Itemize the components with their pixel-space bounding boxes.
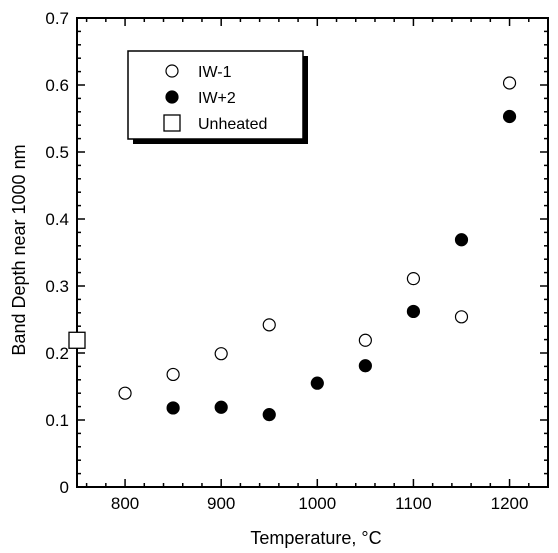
data-point bbox=[214, 347, 228, 361]
x-tick-label: 800 bbox=[111, 494, 139, 513]
y-tick-label: 0.1 bbox=[45, 411, 69, 430]
legend-label: IW+2 bbox=[198, 90, 236, 107]
y-tick-label: 0.3 bbox=[45, 277, 69, 296]
data-point bbox=[454, 310, 469, 324]
plot-frame bbox=[76, 17, 549, 488]
data-square bbox=[68, 331, 86, 349]
data-point bbox=[262, 318, 276, 332]
data-point bbox=[166, 401, 180, 415]
y-tick-label: 0.4 bbox=[45, 210, 69, 229]
legend-marker bbox=[163, 114, 181, 132]
y-tick-label: 0.5 bbox=[45, 143, 69, 162]
y-tick-label: 0.7 bbox=[45, 9, 69, 28]
legend-box bbox=[127, 50, 304, 140]
data-point bbox=[214, 400, 228, 414]
x-tick-label: 1000 bbox=[298, 494, 336, 513]
data-point bbox=[262, 408, 276, 422]
tick-labels: 800 900 1000 1100 1200 0 0.1 0.2 0.3 0.4 0.5 0.6 0.7 bbox=[45, 9, 528, 513]
y-axis-title: Band Depth near 1000 nm bbox=[9, 144, 29, 355]
data-point bbox=[406, 272, 421, 286]
data-point bbox=[166, 367, 180, 382]
data-point bbox=[406, 304, 421, 319]
legend-label: IW-1 bbox=[198, 64, 232, 81]
series-2 bbox=[68, 331, 86, 349]
y-tick-label: 0.6 bbox=[45, 76, 69, 95]
data-point bbox=[454, 233, 469, 247]
legend-marker bbox=[165, 90, 179, 104]
data-point bbox=[502, 109, 517, 124]
series-0 bbox=[118, 76, 517, 400]
data-point bbox=[310, 376, 324, 390]
x-tick-label: 1200 bbox=[491, 494, 529, 513]
x-axis-title: Temperature, °C bbox=[250, 528, 381, 548]
series-1 bbox=[166, 109, 517, 422]
data-point bbox=[358, 359, 372, 373]
x-tick-label: 900 bbox=[207, 494, 235, 513]
legend-marker bbox=[165, 64, 179, 78]
legend: IW-1 IW+2 Unheated bbox=[127, 50, 308, 144]
legend-label: Unheated bbox=[198, 116, 267, 133]
legend-entries: IW-1 IW+2 Unheated bbox=[163, 64, 267, 133]
data-point bbox=[358, 333, 372, 347]
data-point bbox=[502, 76, 517, 90]
data-point bbox=[118, 386, 132, 400]
data-points bbox=[68, 76, 517, 422]
y-tick-label: 0 bbox=[60, 478, 69, 497]
y-tick-label: 0.2 bbox=[45, 344, 69, 363]
x-tick-label: 1100 bbox=[395, 494, 432, 513]
